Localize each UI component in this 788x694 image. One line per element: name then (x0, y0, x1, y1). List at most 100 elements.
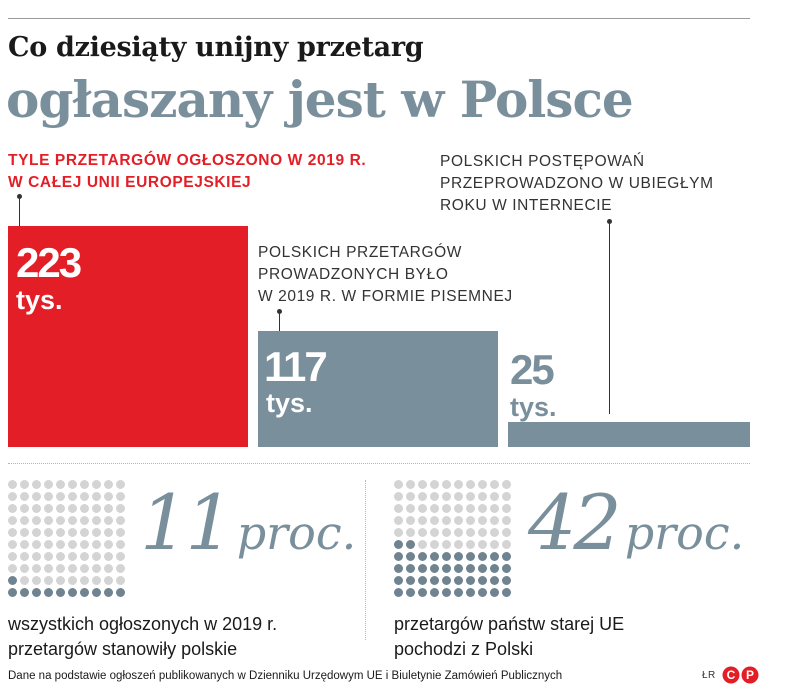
bar-3-label-line: PRZEPROWADZONO W UBIEGŁYM (440, 175, 714, 192)
dot-empty (116, 516, 125, 525)
stat-1-description: wszystkich ogłoszonych w 2019 r. przetar… (8, 612, 277, 662)
dot-empty (394, 528, 403, 537)
dot-empty (406, 504, 415, 513)
dot-empty (68, 504, 77, 513)
bar-1-unit: tys. (16, 285, 63, 315)
dot-empty (442, 504, 451, 513)
bar-2-label-line: W 2019 R. W FORMIE PISEMNEJ (258, 288, 513, 305)
bar-3-label: POLSKICH POSTĘPOWAŃ PRZEPROWADZONO W UBI… (440, 151, 714, 217)
svg-text:P: P (746, 668, 754, 682)
dot-empty (32, 528, 41, 537)
dot-empty (490, 516, 499, 525)
dot-empty (32, 552, 41, 561)
bar-3-leader (609, 221, 610, 414)
dot-empty (20, 540, 29, 549)
dot-empty (394, 504, 403, 513)
dot-filled (454, 552, 463, 561)
dot-filled (466, 552, 475, 561)
dot-empty (490, 504, 499, 513)
dot-empty (418, 480, 427, 489)
dot-filled (490, 588, 499, 597)
dot-filled (466, 576, 475, 585)
dot-filled (92, 588, 101, 597)
bar-eu-total (8, 226, 248, 447)
bar-3-value: 25 (510, 346, 555, 393)
dot-empty (478, 504, 487, 513)
dot-empty (92, 480, 101, 489)
dot-empty (104, 480, 113, 489)
bar-2-label: POLSKICH PRZETARGÓW PROWADZONYCH BYŁO W … (258, 242, 513, 308)
dot-empty (478, 528, 487, 537)
dot-empty (44, 492, 53, 501)
dot-empty (44, 552, 53, 561)
dot-empty (20, 552, 29, 561)
dot-empty (502, 480, 511, 489)
dot-empty (430, 540, 439, 549)
dot-empty (502, 540, 511, 549)
dot-empty (430, 480, 439, 489)
dot-empty (68, 516, 77, 525)
dot-empty (8, 492, 17, 501)
dot-filled (442, 588, 451, 597)
dot-empty (442, 480, 451, 489)
dot-empty (466, 480, 475, 489)
dot-filled (418, 588, 427, 597)
dot-filled (406, 552, 415, 561)
dot-empty (466, 492, 475, 501)
logo-c-icon: C (722, 666, 740, 684)
section-divider (8, 463, 750, 464)
dot-empty (454, 504, 463, 513)
dot-empty (44, 480, 53, 489)
dot-empty (418, 516, 427, 525)
dot-empty (394, 516, 403, 525)
dot-empty (478, 480, 487, 489)
dot-empty (502, 516, 511, 525)
dot-empty (20, 576, 29, 585)
bar-2-leader-dot (277, 309, 282, 314)
dot-filled (406, 540, 415, 549)
bar-1-label-line: W CAŁEJ UNII EUROPEJSKIEJ (8, 174, 252, 191)
dot-filled (32, 588, 41, 597)
dot-empty (56, 576, 65, 585)
dot-filled (502, 576, 511, 585)
dot-filled (406, 588, 415, 597)
dot-empty (418, 540, 427, 549)
dot-empty (92, 504, 101, 513)
dot-filled (478, 576, 487, 585)
dot-filled (394, 576, 403, 585)
dot-filled (466, 588, 475, 597)
dot-empty (478, 492, 487, 501)
dot-empty (116, 552, 125, 561)
dot-empty (20, 564, 29, 573)
dot-empty (418, 528, 427, 537)
dot-empty (502, 528, 511, 537)
dot-empty (454, 540, 463, 549)
dot-empty (20, 480, 29, 489)
dot-filled (418, 564, 427, 573)
dot-empty (56, 540, 65, 549)
dot-empty (92, 540, 101, 549)
dot-empty (466, 528, 475, 537)
bar-poland-paper (258, 331, 498, 447)
dot-empty (430, 504, 439, 513)
dot-empty (80, 504, 89, 513)
dot-empty (454, 516, 463, 525)
dot-filled (502, 588, 511, 597)
bar-1-label-line: TYLE PRZETARGÓW OGŁOSZONO W 2019 R. (8, 152, 367, 169)
title-line-2: ogłaszany jest w Polsce (6, 70, 634, 129)
dot-empty (20, 516, 29, 525)
dot-filled (490, 564, 499, 573)
dot-empty (478, 540, 487, 549)
dot-empty (454, 492, 463, 501)
dot-empty (8, 516, 17, 525)
dot-filled (8, 576, 17, 585)
dot-empty (80, 552, 89, 561)
dot-filled (104, 588, 113, 597)
top-rule (8, 18, 750, 19)
dot-filled (442, 564, 451, 573)
dot-empty (44, 516, 53, 525)
dot-empty (32, 540, 41, 549)
dot-empty (478, 516, 487, 525)
dot-empty (32, 492, 41, 501)
dot-empty (44, 528, 53, 537)
